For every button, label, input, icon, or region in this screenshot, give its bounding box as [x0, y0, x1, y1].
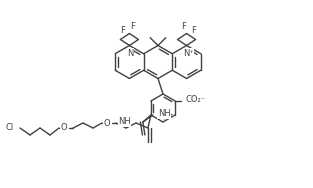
Text: O: O: [61, 124, 67, 133]
Text: NH: NH: [118, 118, 131, 127]
Text: Cl: Cl: [6, 124, 14, 133]
Text: F: F: [181, 22, 186, 31]
Text: N⁺: N⁺: [183, 49, 194, 58]
Text: F: F: [120, 26, 125, 35]
Text: F: F: [191, 26, 196, 35]
Text: CO₂⁻: CO₂⁻: [185, 96, 205, 105]
Text: N: N: [127, 49, 134, 58]
Text: F: F: [130, 22, 135, 31]
Text: O: O: [104, 118, 110, 127]
Text: NH: NH: [158, 109, 171, 118]
